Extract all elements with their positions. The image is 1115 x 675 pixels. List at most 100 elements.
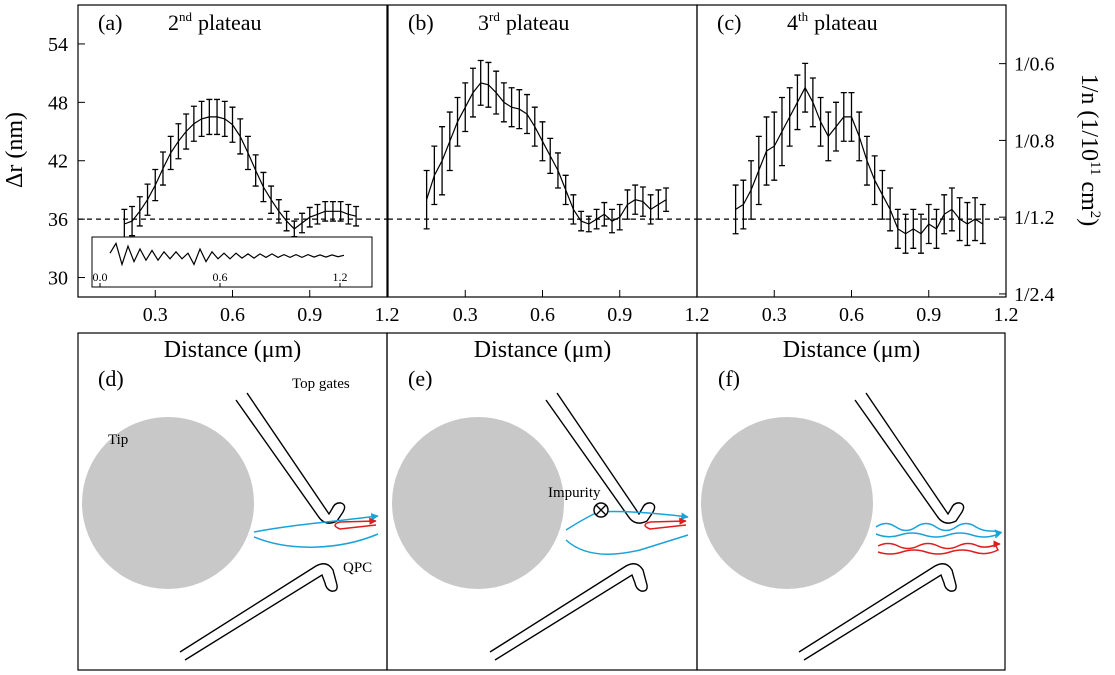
error-bar bbox=[260, 171, 267, 203]
error-bar bbox=[794, 74, 801, 131]
error-bar bbox=[314, 203, 321, 225]
error-bar bbox=[291, 220, 298, 238]
title-suffix: th bbox=[798, 9, 809, 24]
error-bar bbox=[554, 152, 561, 189]
error-bar bbox=[894, 208, 901, 249]
error-bar bbox=[863, 135, 870, 186]
error-bar bbox=[423, 169, 430, 230]
error-bar bbox=[871, 155, 878, 206]
error-bar bbox=[925, 203, 932, 245]
error-bar bbox=[639, 186, 646, 217]
qpc-label: QPC bbox=[343, 560, 372, 576]
y2-tick-label: 1/2.4 bbox=[1014, 284, 1055, 306]
title-text: plateau bbox=[198, 10, 262, 35]
error-bar bbox=[755, 135, 762, 206]
error-bar bbox=[167, 135, 174, 171]
error-bar bbox=[446, 111, 453, 172]
error-bar bbox=[771, 111, 778, 181]
error-bar bbox=[454, 96, 461, 147]
error-bar bbox=[809, 77, 816, 128]
y-tick-label: 54 bbox=[48, 34, 68, 56]
error-bar bbox=[152, 168, 159, 202]
error-bar bbox=[462, 82, 469, 133]
error-bar bbox=[493, 70, 500, 115]
inset-frame bbox=[91, 236, 373, 288]
x-axis-label: Distance (μm) bbox=[474, 337, 611, 363]
x-axis-label: Distance (μm) bbox=[783, 337, 920, 363]
error-bar bbox=[732, 184, 739, 235]
error-bar bbox=[833, 101, 840, 152]
error-bar bbox=[353, 205, 360, 227]
error-bar bbox=[933, 208, 940, 249]
x-axis-label: Distance (μm) bbox=[164, 337, 301, 363]
error-bar bbox=[948, 187, 955, 232]
y2-tick-label: 1/0.6 bbox=[1014, 54, 1055, 76]
error-bar bbox=[856, 111, 863, 162]
error-bar bbox=[275, 199, 282, 224]
error-bar bbox=[585, 215, 592, 233]
title-text: plateau bbox=[506, 10, 570, 35]
inset-x-tick-label: 0.0 bbox=[93, 270, 108, 284]
data-line bbox=[426, 82, 667, 225]
error-bar bbox=[601, 201, 608, 227]
title-number: 2 bbox=[168, 10, 179, 35]
error-bar bbox=[516, 89, 523, 130]
error-bar bbox=[539, 121, 546, 162]
error-bar bbox=[817, 96, 824, 147]
y2-tick-label: 1/1.2 bbox=[1014, 207, 1055, 229]
error-bar bbox=[979, 203, 986, 245]
gates-label: Top gates bbox=[292, 376, 350, 392]
y-tick-label: 48 bbox=[48, 92, 68, 114]
error-bar bbox=[485, 61, 492, 108]
error-bar bbox=[740, 179, 747, 230]
x-tick-label: 0.6 bbox=[530, 304, 555, 326]
error-bar bbox=[918, 213, 925, 254]
error-bar bbox=[439, 126, 446, 196]
error-bar bbox=[570, 194, 577, 225]
error-bar bbox=[469, 67, 476, 118]
inset-x-tick-label: 0.6 bbox=[213, 270, 228, 284]
error-bar bbox=[879, 169, 886, 220]
panel-label: (e) bbox=[408, 366, 432, 391]
error-bar bbox=[136, 196, 143, 227]
error-bar bbox=[748, 160, 755, 220]
x-tick-label: 0.9 bbox=[607, 304, 632, 326]
diagram-e: (e) Impurity bbox=[386, 332, 698, 671]
error-bar bbox=[778, 96, 785, 167]
x-tick-label: 0.3 bbox=[762, 304, 787, 326]
impurity-label: Impurity bbox=[548, 485, 601, 501]
x-tick-label: 0.3 bbox=[453, 304, 478, 326]
diagram-d: (d) Tip Top gates QPC bbox=[77, 332, 388, 671]
error-bar bbox=[121, 208, 128, 240]
y2-axis-label: 1/n (1/1011 cm2) bbox=[1076, 74, 1103, 227]
error-bar bbox=[306, 206, 313, 228]
x-tick-label: 0.9 bbox=[297, 304, 322, 326]
error-bar bbox=[941, 194, 948, 235]
error-bar bbox=[531, 106, 538, 147]
panel-title: 3rd plateau bbox=[478, 9, 569, 35]
error-bar bbox=[956, 197, 963, 242]
panel-label: (c) bbox=[717, 10, 741, 35]
error-bar bbox=[802, 62, 809, 113]
error-bar bbox=[562, 174, 569, 206]
y-tick-label: 42 bbox=[48, 151, 68, 173]
error-bar bbox=[159, 151, 166, 186]
x-tick-label: 1.2 bbox=[685, 304, 710, 326]
error-bar bbox=[144, 183, 151, 216]
error-bar bbox=[547, 137, 554, 175]
error-bar bbox=[663, 187, 670, 212]
title-text: plateau bbox=[814, 10, 878, 35]
error-bar bbox=[763, 116, 770, 186]
x-tick-label: 1.2 bbox=[375, 304, 400, 326]
label-part: 1/n (1/10 bbox=[1076, 74, 1102, 161]
error-bar bbox=[887, 187, 894, 232]
error-bar bbox=[647, 194, 654, 225]
title-suffix: nd bbox=[179, 9, 193, 24]
error-bar bbox=[593, 208, 600, 230]
inset-line bbox=[109, 241, 345, 267]
error-bar bbox=[902, 213, 909, 254]
error-bar bbox=[431, 145, 438, 206]
error-bar bbox=[508, 87, 515, 128]
error-bar bbox=[221, 100, 228, 138]
